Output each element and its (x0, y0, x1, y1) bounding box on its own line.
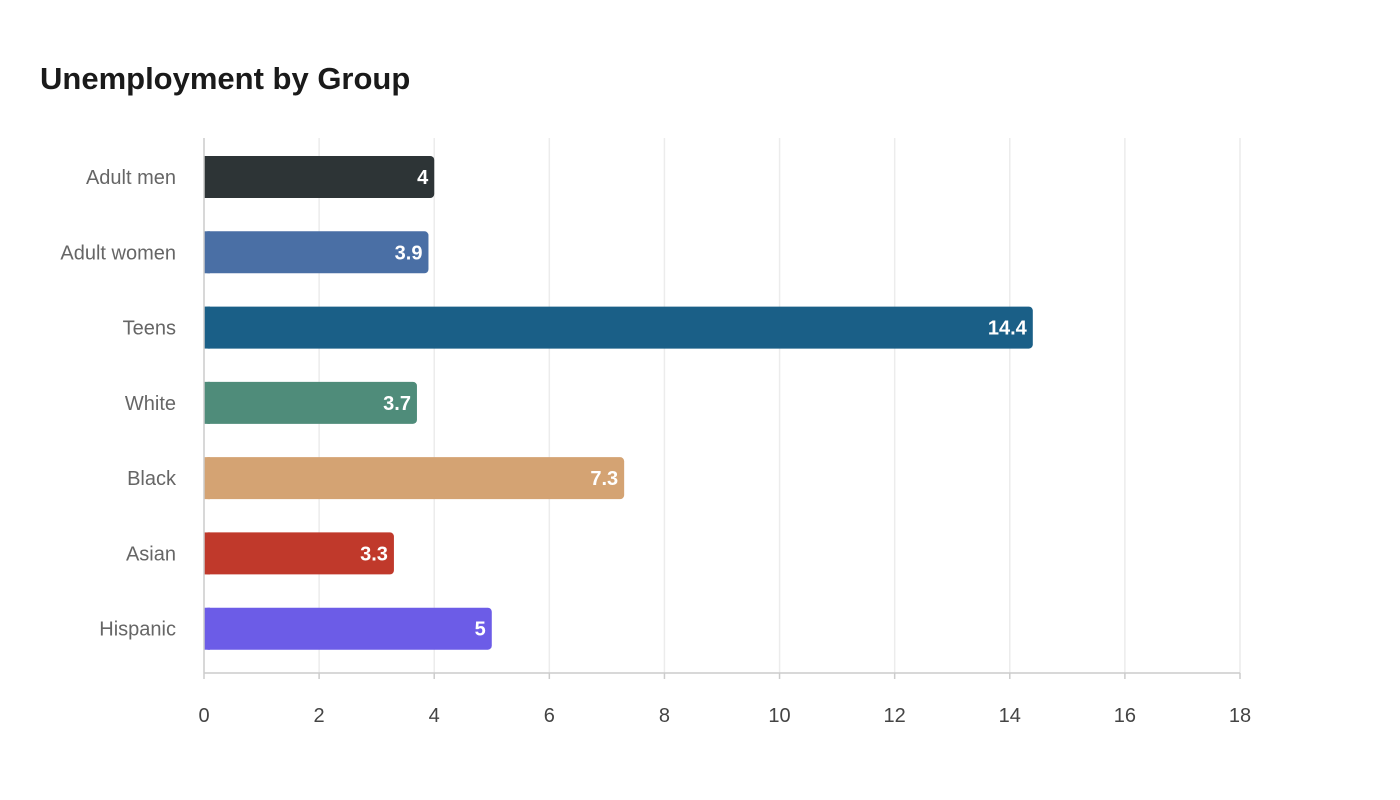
value-label: 7.3 (590, 468, 618, 490)
labels: 0 2 4 6 8 10 12 14 16 18 Adult men 4 Adult women 3.9 T… (60, 167, 1251, 727)
value-label: 4 (417, 167, 429, 189)
x-tick-label: 14 (999, 705, 1021, 727)
bar-base (204, 306, 210, 349)
x-tick-label: 8 (659, 705, 670, 727)
bar-asian (204, 532, 394, 575)
x-tick-label: 0 (198, 705, 209, 727)
x-tick-label: 12 (884, 705, 906, 727)
category-label: Adult women (60, 242, 176, 264)
bar-base (204, 231, 210, 274)
value-label: 3.7 (383, 393, 411, 415)
bar-adult-men (204, 156, 435, 198)
bar-adult-women (204, 231, 429, 274)
bar-base (204, 457, 210, 500)
bar-base (204, 156, 210, 198)
axes (203, 138, 1241, 679)
grid-lines (318, 138, 1241, 673)
category-label: Teens (123, 318, 176, 340)
bar-hispanic (204, 607, 492, 650)
bar-black (204, 457, 625, 500)
category-label: White (125, 393, 176, 415)
bars (204, 156, 1033, 650)
x-tick-label: 16 (1114, 705, 1136, 727)
bar-white (204, 381, 417, 424)
bar-base (204, 607, 210, 650)
x-tick-label: 2 (314, 705, 325, 727)
x-tick-label: 6 (544, 705, 555, 727)
x-tick-label: 4 (429, 705, 440, 727)
category-label: Hispanic (99, 619, 176, 641)
chart-title: Unemployment by Group (40, 61, 411, 96)
value-label: 3.9 (395, 242, 423, 264)
value-label: 3.3 (360, 543, 388, 565)
category-label: Black (127, 468, 177, 490)
x-tick-label: 10 (768, 705, 790, 727)
bar-teens (204, 306, 1033, 349)
value-label: 14.4 (988, 318, 1028, 340)
category-label: Asian (126, 543, 176, 565)
bar-base (204, 532, 210, 575)
x-tick-label: 18 (1229, 705, 1251, 727)
bar-base (204, 381, 210, 424)
value-label: 5 (475, 619, 486, 641)
category-label: Adult men (86, 167, 176, 189)
